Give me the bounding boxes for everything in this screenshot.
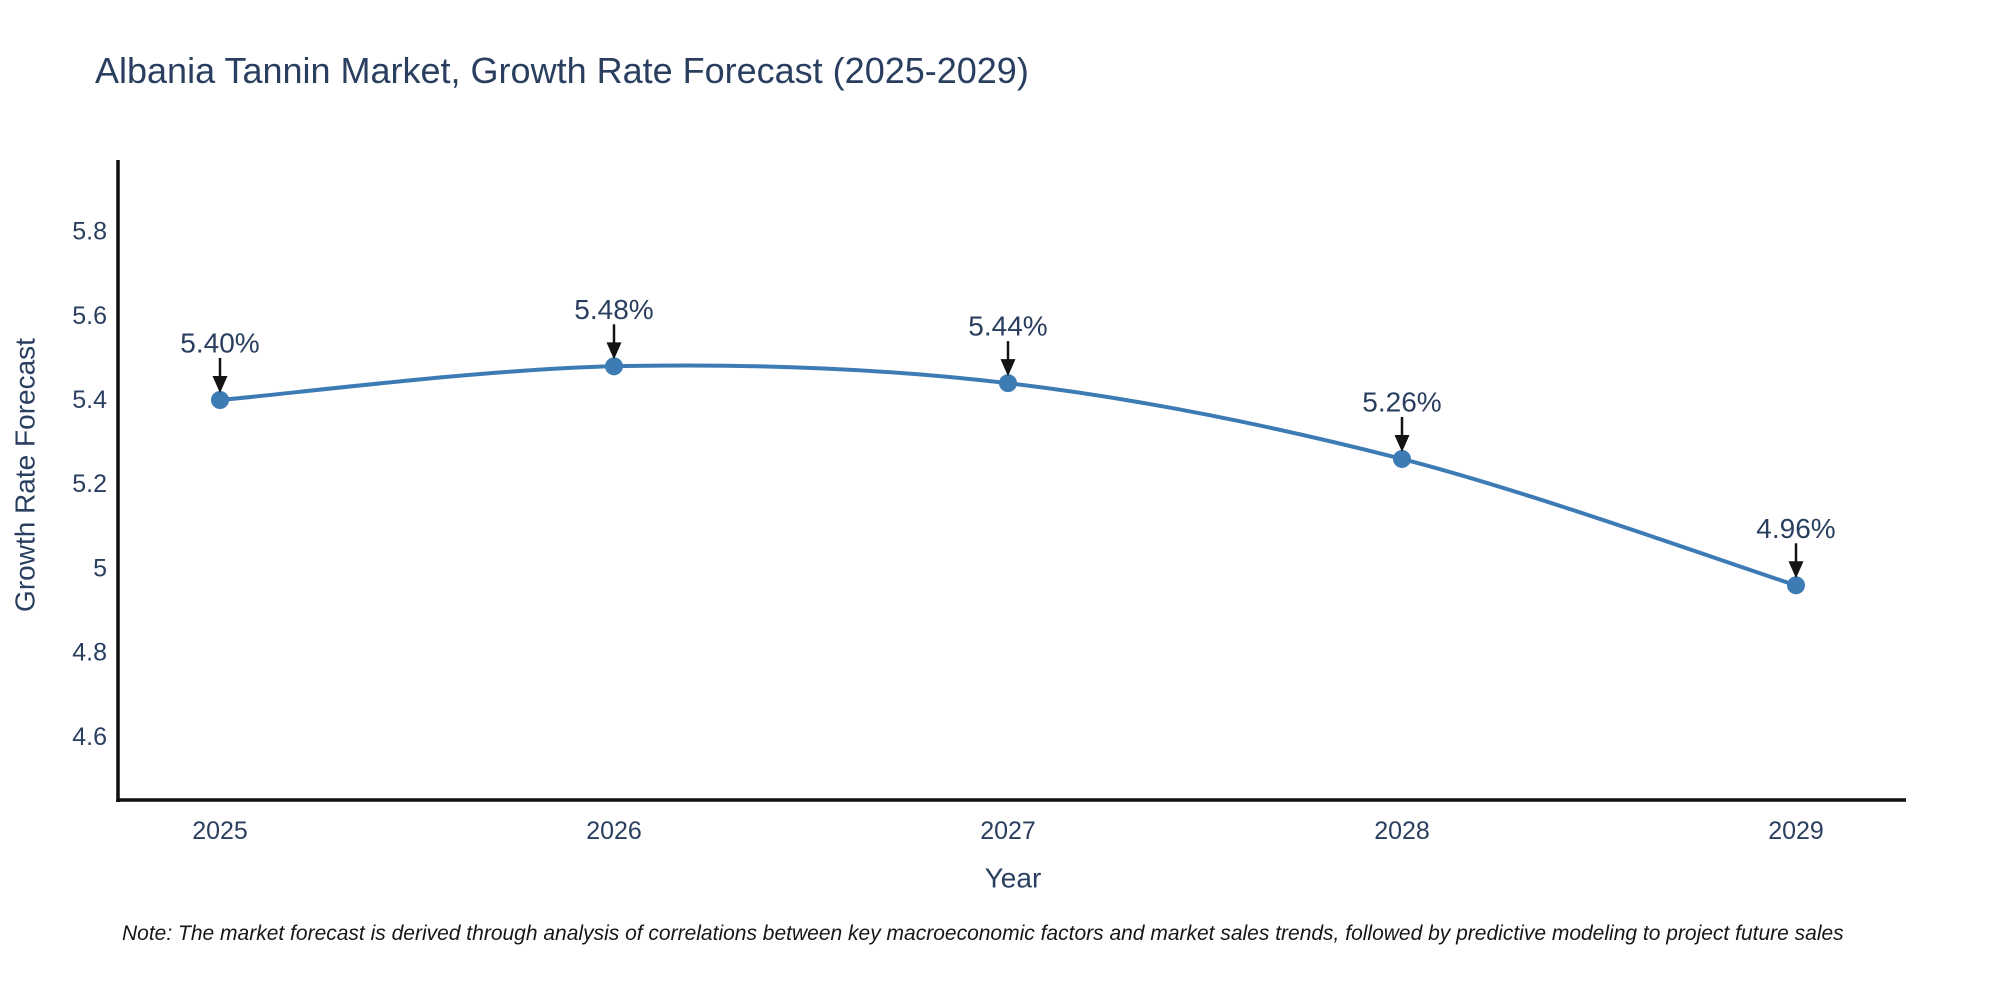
point-annotation-label: 4.96%: [1756, 513, 1835, 544]
annotation-arrowhead-icon: [1788, 561, 1804, 579]
annotation-arrowhead-icon: [1000, 359, 1016, 377]
chart-generated-layer: 4.6 4.8 5 5.2 5.4 5.6 5.8 2025 2026 2027 2028 2029 5…: [72, 160, 1906, 845]
x-axis-title: Year: [985, 863, 1042, 894]
x-tick-label: 2028: [1374, 817, 1430, 845]
point-annotation-label: 5.40%: [180, 328, 259, 359]
data-point-marker[interactable]: [999, 374, 1017, 393]
series-line: [218, 363, 1798, 588]
point-annotation-label: 5.48%: [574, 294, 653, 325]
data-point-marker[interactable]: [1787, 576, 1805, 595]
data-point-marker[interactable]: [605, 357, 623, 376]
data-point-marker[interactable]: [211, 391, 229, 409]
point-annotation-label: 5.44%: [968, 311, 1047, 342]
y-axis-title: Growth Rate Forecast: [10, 338, 41, 612]
annotation-arrowhead-icon: [1394, 434, 1410, 452]
x-tick-label: 2027: [980, 817, 1036, 845]
y-tick-label: 4.6: [72, 723, 107, 751]
chart-title: Albania Tannin Market, Growth Rate Forec…: [95, 50, 1029, 91]
annotation-arrowhead-icon: [606, 342, 622, 360]
footnote: Note: The market forecast is derived thr…: [122, 922, 1844, 945]
y-tick-label: 4.8: [72, 639, 107, 667]
y-tick-label: 5.2: [72, 470, 107, 498]
x-tick-label: 2025: [192, 817, 248, 845]
y-tick-label: 5.4: [72, 386, 107, 414]
data-point-marker[interactable]: [1393, 449, 1411, 468]
y-tick-label: 5.8: [72, 218, 107, 246]
x-tick-label: 2029: [1768, 817, 1824, 845]
point-annotation-label: 5.26%: [1362, 386, 1441, 417]
y-tick-label: 5.6: [72, 302, 107, 330]
annotation-arrowhead-icon: [212, 376, 228, 393]
x-tick-label: 2026: [586, 817, 642, 845]
y-tick-label: 5: [93, 554, 107, 582]
